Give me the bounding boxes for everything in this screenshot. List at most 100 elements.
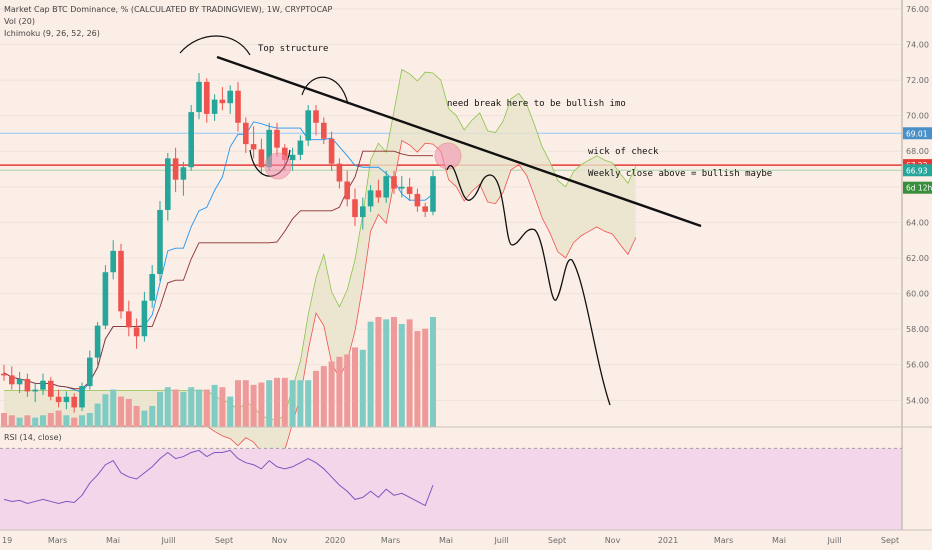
- candle-body[interactable]: [235, 90, 241, 123]
- volume-bar: [336, 356, 343, 427]
- candle-body[interactable]: [414, 193, 421, 207]
- candle-body[interactable]: [266, 129, 272, 168]
- candle-body[interactable]: [313, 110, 319, 123]
- candle-body[interactable]: [383, 176, 389, 198]
- kijun-line: [3, 150, 433, 390]
- volume-bar: [79, 415, 85, 427]
- candle-body[interactable]: [87, 357, 93, 387]
- time-tick-label: Sept: [215, 536, 233, 545]
- volume-bar: [196, 389, 202, 427]
- candle-body[interactable]: [305, 110, 311, 141]
- candle-body[interactable]: [149, 273, 155, 301]
- candle-body[interactable]: [165, 158, 171, 210]
- candlesticks: [1, 72, 436, 413]
- time-tick-label: 19: [2, 536, 12, 545]
- candle-body[interactable]: [118, 250, 124, 312]
- volume-bar: [414, 331, 421, 427]
- trendline[interactable]: [216, 55, 702, 228]
- candle-body[interactable]: [297, 140, 304, 155]
- candle-body[interactable]: [211, 99, 218, 114]
- candle-body[interactable]: [79, 386, 85, 408]
- candle-body[interactable]: [258, 149, 265, 168]
- top-arc[interactable]: [179, 35, 251, 56]
- candle-body[interactable]: [40, 380, 46, 390]
- candle-body[interactable]: [360, 206, 366, 218]
- highlight-circle[interactable]: [264, 152, 292, 180]
- candle-body[interactable]: [180, 167, 187, 180]
- candle-body[interactable]: [321, 122, 327, 139]
- candle-body[interactable]: [133, 327, 140, 337]
- candle-body[interactable]: [196, 81, 202, 113]
- candle-body[interactable]: [399, 186, 405, 189]
- volume-bar: [102, 394, 109, 427]
- candle-body[interactable]: [406, 186, 413, 194]
- candle-body[interactable]: [157, 209, 163, 274]
- candle-body[interactable]: [289, 154, 296, 161]
- volume-bar: [359, 349, 366, 427]
- candle-body[interactable]: [32, 389, 38, 392]
- candle-body[interactable]: [71, 396, 77, 408]
- candle-body[interactable]: [141, 300, 148, 337]
- candle-body[interactable]: [391, 176, 397, 189]
- highlight-circle[interactable]: [434, 142, 462, 170]
- candle-body[interactable]: [243, 122, 249, 145]
- tenkan-line: [3, 121, 434, 393]
- candle-body[interactable]: [16, 378, 23, 385]
- candle-body[interactable]: [126, 311, 132, 328]
- volume-bar: [235, 380, 241, 427]
- candle-body[interactable]: [172, 158, 179, 180]
- price-tick-label: 70.00: [906, 112, 929, 121]
- candle-body[interactable]: [375, 190, 382, 198]
- second-top-arc[interactable]: [301, 76, 349, 105]
- time-tick-label: Nov: [605, 536, 621, 545]
- candle-body[interactable]: [24, 378, 31, 392]
- cloud-area: [4, 69, 636, 457]
- time-tick-label: Mars: [48, 536, 67, 545]
- candle-body[interactable]: [63, 396, 70, 403]
- projection-path[interactable]: [446, 165, 611, 406]
- candle-body[interactable]: [204, 81, 210, 114]
- price-tick-label: 58.00: [906, 325, 929, 334]
- candle-body[interactable]: [55, 396, 62, 403]
- price-label-text: 69.01: [906, 129, 928, 138]
- candle-body[interactable]: [219, 99, 226, 104]
- ichimoku-lines: [3, 121, 434, 393]
- rsi-line[interactable]: [3, 449, 434, 507]
- volume-bar: [219, 387, 226, 427]
- volume-bar: [328, 361, 335, 427]
- volume-bar: [367, 321, 374, 427]
- candle-body[interactable]: [48, 380, 54, 397]
- volume-bar: [118, 396, 124, 427]
- volume-bar: [1, 412, 7, 427]
- candle-body[interactable]: [250, 144, 257, 150]
- volume-bar: [344, 354, 351, 427]
- chart-title: Market Cap BTC Dominance, % (CALCULATED …: [4, 5, 333, 14]
- candle-body[interactable]: [430, 176, 436, 212]
- candle-body[interactable]: [227, 90, 233, 104]
- candle-body[interactable]: [282, 147, 288, 161]
- candle-body[interactable]: [110, 250, 116, 273]
- price-tick-label: 74.00: [906, 40, 929, 49]
- time-tick-label: Juill: [493, 536, 508, 545]
- candle-body[interactable]: [344, 181, 350, 200]
- candle-body[interactable]: [274, 129, 280, 148]
- candle-body[interactable]: [336, 163, 343, 182]
- candle-body[interactable]: [94, 325, 101, 358]
- volume-bar: [383, 319, 390, 427]
- candle-body[interactable]: [9, 375, 15, 385]
- candle-body[interactable]: [102, 272, 109, 326]
- price-tick-label: 72.00: [906, 76, 929, 85]
- volume-bar: [164, 387, 171, 427]
- candle-body[interactable]: [422, 206, 428, 212]
- candle-body[interactable]: [367, 190, 374, 207]
- candle-body[interactable]: [1, 373, 7, 376]
- time-tick-label: Juill: [160, 536, 175, 545]
- volume-label: Vol (20): [4, 17, 35, 26]
- candle-body[interactable]: [352, 199, 358, 218]
- volume-bars: [1, 317, 436, 427]
- candle-body[interactable]: [328, 138, 335, 164]
- volume-bar: [391, 317, 397, 427]
- candle-body[interactable]: [188, 112, 194, 168]
- volume-bar: [125, 398, 132, 427]
